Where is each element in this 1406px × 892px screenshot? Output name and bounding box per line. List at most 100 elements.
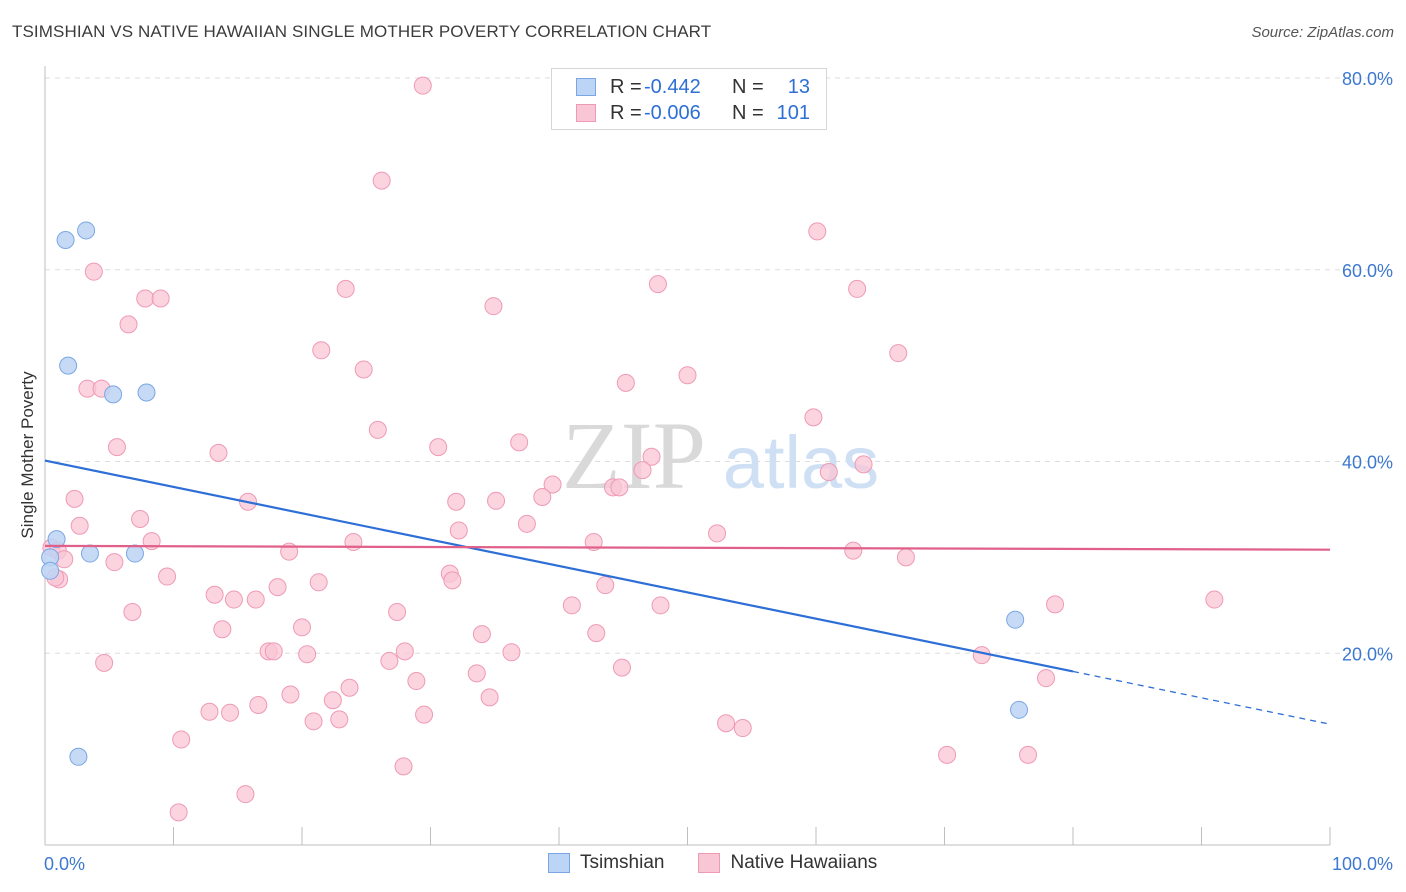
data-point-native-hawaiians [123, 603, 142, 622]
data-point-native-hawaiians [340, 678, 359, 697]
data-point-native-hawaiians [584, 533, 603, 552]
data-point-tsimshian [56, 231, 75, 250]
stats-legend: R = -0.442 N = 13 R = -0.006 N = 101 [551, 68, 827, 130]
data-point-native-hawaiians [1019, 745, 1038, 764]
legend-item-native-hawaiians: Native Hawaiians [698, 852, 877, 874]
data-point-native-hawaiians [368, 420, 387, 439]
data-point-native-hawaiians [413, 76, 432, 95]
data-point-native-hawaiians [200, 702, 219, 721]
data-point-native-hawaiians [169, 803, 188, 822]
data-point-native-hawaiians [309, 573, 328, 592]
axes [44, 66, 1331, 846]
legend-label: Native Hawaiians [730, 852, 878, 873]
legend-n-label: N = [732, 75, 764, 98]
data-point-native-hawaiians [449, 521, 468, 540]
data-point-tsimshian [69, 747, 88, 766]
data-point-native-hawaiians [480, 688, 499, 707]
data-point-tsimshian [59, 356, 78, 375]
data-point-native-hawaiians [510, 433, 529, 452]
legend-r-label: R = [610, 101, 642, 124]
data-point-native-hawaiians [336, 279, 355, 298]
data-point-native-hawaiians [105, 553, 124, 572]
legend-r-value: -0.006 [644, 101, 701, 124]
data-point-native-hawaiians [298, 645, 317, 664]
source-credit: Source: ZipAtlas.com [1251, 24, 1394, 41]
data-point-native-hawaiians [733, 719, 752, 738]
data-point-native-hawaiians [633, 461, 652, 480]
data-point-native-hawaiians [268, 578, 287, 597]
data-point-native-hawaiians [205, 585, 224, 604]
data-point-native-hawaiians [172, 730, 191, 749]
data-point-native-hawaiians [246, 590, 265, 609]
legend-swatch-blue [576, 78, 596, 96]
data-point-native-hawaiians [543, 475, 562, 494]
y-tick-label: 80.0% [1342, 69, 1393, 89]
data-point-native-hawaiians [330, 710, 349, 729]
data-point-native-hawaiians [808, 222, 827, 241]
data-point-native-hawaiians [407, 672, 426, 691]
data-point-native-hawaiians [70, 516, 89, 535]
data-point-native-hawaiians [1046, 595, 1065, 614]
data-point-native-hawaiians [612, 658, 631, 677]
data-point-native-hawaiians [819, 463, 838, 482]
grid-lines [45, 77, 1392, 654]
y-tick-label: 20.0% [1342, 644, 1393, 664]
legend-row-tsimshian: R = -0.442 N = 13 [576, 75, 810, 99]
data-point-native-hawaiians [107, 438, 126, 457]
data-point-native-hawaiians [224, 590, 243, 609]
watermark-zip: ZIP [562, 402, 706, 509]
data-point-native-hawaiians [158, 567, 177, 586]
data-point-native-hawaiians [312, 341, 331, 360]
data-point-native-hawaiians [610, 478, 629, 497]
data-point-tsimshian [125, 544, 144, 563]
legend-row-native-hawaiians: R = -0.006 N = 101 [576, 101, 810, 125]
data-point-native-hawaiians [562, 596, 581, 615]
data-point-native-hawaiians [221, 703, 240, 722]
data-point-native-hawaiians [236, 785, 255, 804]
data-point-native-hawaiians [429, 438, 448, 457]
trend-line-native-hawaiians [44, 544, 1331, 551]
data-point-native-hawaiians [151, 289, 170, 308]
data-point-native-hawaiians [304, 712, 323, 731]
data-point-native-hawaiians [84, 262, 103, 281]
x-tick-label: 0.0% [44, 854, 85, 874]
data-point-native-hawaiians [323, 691, 342, 710]
data-point-native-hawaiians [264, 642, 283, 661]
series-tsimshian [41, 221, 1029, 766]
data-point-native-hawaiians [472, 625, 491, 644]
trend-line-tsimshian-extension [1072, 670, 1331, 725]
data-point-native-hawaiians [717, 714, 736, 733]
watermark-atlas: atlas [723, 421, 879, 504]
legend-n-label: N = [732, 101, 764, 124]
data-point-native-hawaiians [708, 524, 727, 543]
y-axis-label: Single Mother Poverty [18, 371, 37, 539]
data-point-native-hawaiians [678, 366, 697, 385]
data-point-native-hawaiians [651, 596, 670, 615]
data-point-native-hawaiians [502, 643, 521, 662]
data-point-native-hawaiians [972, 646, 991, 665]
data-point-native-hawaiians [804, 408, 823, 427]
legend-n-value: 101 [776, 101, 810, 124]
chart-title: TSIMSHIAN VS NATIVE HAWAIIAN SINGLE MOTH… [12, 22, 712, 41]
data-point-native-hawaiians [1037, 669, 1056, 688]
series-legend: Tsimshian Native Hawaiians [548, 852, 911, 874]
data-point-native-hawaiians [293, 618, 311, 637]
series-native-hawaiians [42, 76, 1224, 822]
data-point-native-hawaiians [395, 642, 414, 661]
data-point-native-hawaiians [596, 576, 615, 595]
legend-item-tsimshian: Tsimshian [548, 852, 664, 874]
data-point-native-hawaiians [372, 171, 391, 190]
data-point-native-hawaiians [487, 491, 506, 510]
data-point-native-hawaiians [281, 685, 300, 704]
data-point-tsimshian [41, 561, 60, 580]
data-point-native-hawaiians [938, 745, 957, 764]
data-point-tsimshian [137, 383, 156, 402]
legend-r-value: -0.442 [644, 75, 701, 98]
data-point-native-hawaiians [249, 696, 268, 715]
x-tick-label: 100.0% [1332, 854, 1393, 874]
data-point-native-hawaiians [533, 487, 552, 506]
data-point-native-hawaiians [896, 548, 915, 567]
data-point-native-hawaiians [415, 705, 434, 724]
data-point-native-hawaiians [484, 297, 503, 316]
legend-n-value: 13 [787, 75, 810, 98]
